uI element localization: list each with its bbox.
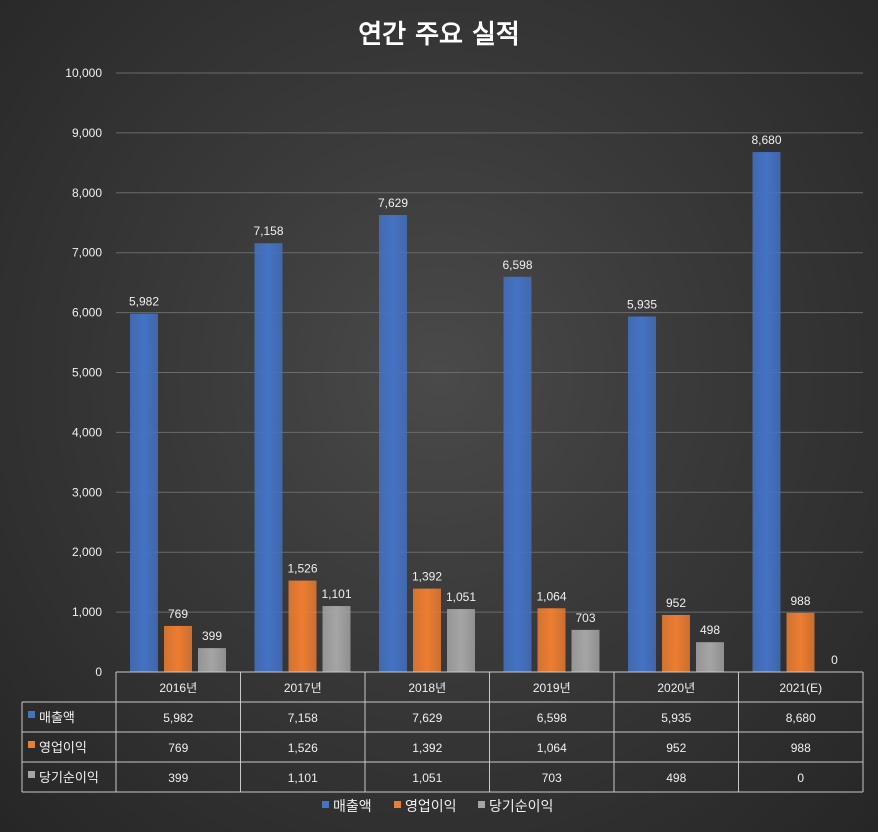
table-cell: 5,935 (661, 711, 691, 725)
table-cell: 498 (666, 771, 686, 785)
table-series-name: 영업이익 (39, 740, 87, 755)
table-legend-key (28, 771, 35, 778)
bar (288, 580, 317, 672)
y-tick-label: 8,000 (72, 186, 102, 200)
data-label: 1,064 (536, 589, 566, 603)
table-cell: 7,629 (412, 711, 442, 725)
table-cell: 1,526 (288, 741, 318, 755)
bar (537, 608, 566, 672)
data-label: 1,392 (412, 570, 442, 584)
legend-label: 영업이익 (405, 798, 457, 814)
data-label: 1,526 (287, 562, 317, 576)
y-tick-label: 0 (95, 665, 102, 679)
table-legend-key (28, 711, 35, 718)
bar (198, 648, 226, 672)
bar (322, 606, 351, 672)
table-cell: 1,101 (288, 771, 318, 785)
x-tick-label: 2021(E) (779, 681, 822, 695)
y-tick-label: 2,000 (72, 545, 102, 559)
table-legend-key (28, 741, 35, 748)
legend-key (394, 801, 401, 808)
table-cell: 8,680 (786, 711, 816, 725)
data-label: 399 (202, 629, 222, 643)
data-label: 952 (666, 596, 686, 610)
data-label: 6,598 (502, 258, 532, 272)
data-label: 7,158 (253, 224, 283, 238)
legend-label: 매출액 (333, 798, 372, 814)
y-tick-label: 9,000 (72, 126, 102, 140)
data-label: 498 (700, 623, 720, 637)
bar (254, 243, 283, 673)
table-cell: 1,392 (412, 741, 442, 755)
data-label: 988 (790, 594, 810, 608)
bar (130, 313, 158, 672)
bar (503, 276, 532, 672)
bar (752, 152, 781, 672)
table-cell: 769 (168, 741, 188, 755)
chart-title: 연간 주요 실적 (358, 20, 520, 50)
data-label: 5,935 (627, 297, 657, 311)
bar (696, 642, 724, 672)
x-tick-label: 2017년 (284, 681, 322, 695)
x-tick-label: 2019년 (533, 681, 571, 695)
legend-key (478, 801, 485, 808)
y-tick-label: 4,000 (72, 425, 102, 439)
data-label: 0 (831, 653, 838, 667)
table-cell: 703 (542, 771, 562, 785)
y-tick-label: 5,000 (72, 366, 102, 380)
data-label: 8,680 (751, 133, 781, 147)
bar (379, 215, 407, 673)
table-series-name: 당기순이익 (39, 770, 99, 785)
data-label: 703 (575, 611, 595, 625)
y-tick-label: 7,000 (72, 246, 102, 260)
table-cell: 952 (666, 741, 686, 755)
table-cell: 7,158 (288, 711, 318, 725)
y-tick-label: 10,000 (65, 66, 102, 80)
table-cell: 1,051 (412, 771, 442, 785)
table-cell: 1,064 (537, 741, 567, 755)
bar (628, 316, 656, 672)
data-label: 7,629 (378, 196, 408, 210)
y-tick-label: 6,000 (72, 306, 102, 320)
legend-label: 당기순이익 (489, 798, 553, 814)
data-label: 5,982 (129, 295, 159, 309)
table-cell: 0 (797, 771, 804, 785)
bar (413, 588, 441, 672)
bar (447, 609, 475, 672)
data-label: 769 (168, 607, 188, 621)
bar (786, 612, 815, 672)
table-cell: 988 (791, 741, 811, 755)
table-cell: 5,982 (163, 711, 193, 725)
x-tick-label: 2018년 (408, 681, 446, 695)
data-label: 1,101 (321, 587, 351, 601)
data-label: 1,051 (446, 590, 476, 604)
table-cell: 6,598 (537, 711, 567, 725)
bar (662, 614, 690, 672)
y-tick-label: 3,000 (72, 485, 102, 499)
x-tick-label: 2020년 (657, 681, 695, 695)
y-tick-label: 1,000 (72, 605, 102, 619)
table-cell: 399 (168, 771, 188, 785)
legend-key (322, 801, 329, 808)
bar (571, 629, 600, 672)
x-tick-label: 2016년 (159, 681, 197, 695)
bar (164, 625, 192, 672)
table-series-name: 매출액 (39, 710, 75, 725)
